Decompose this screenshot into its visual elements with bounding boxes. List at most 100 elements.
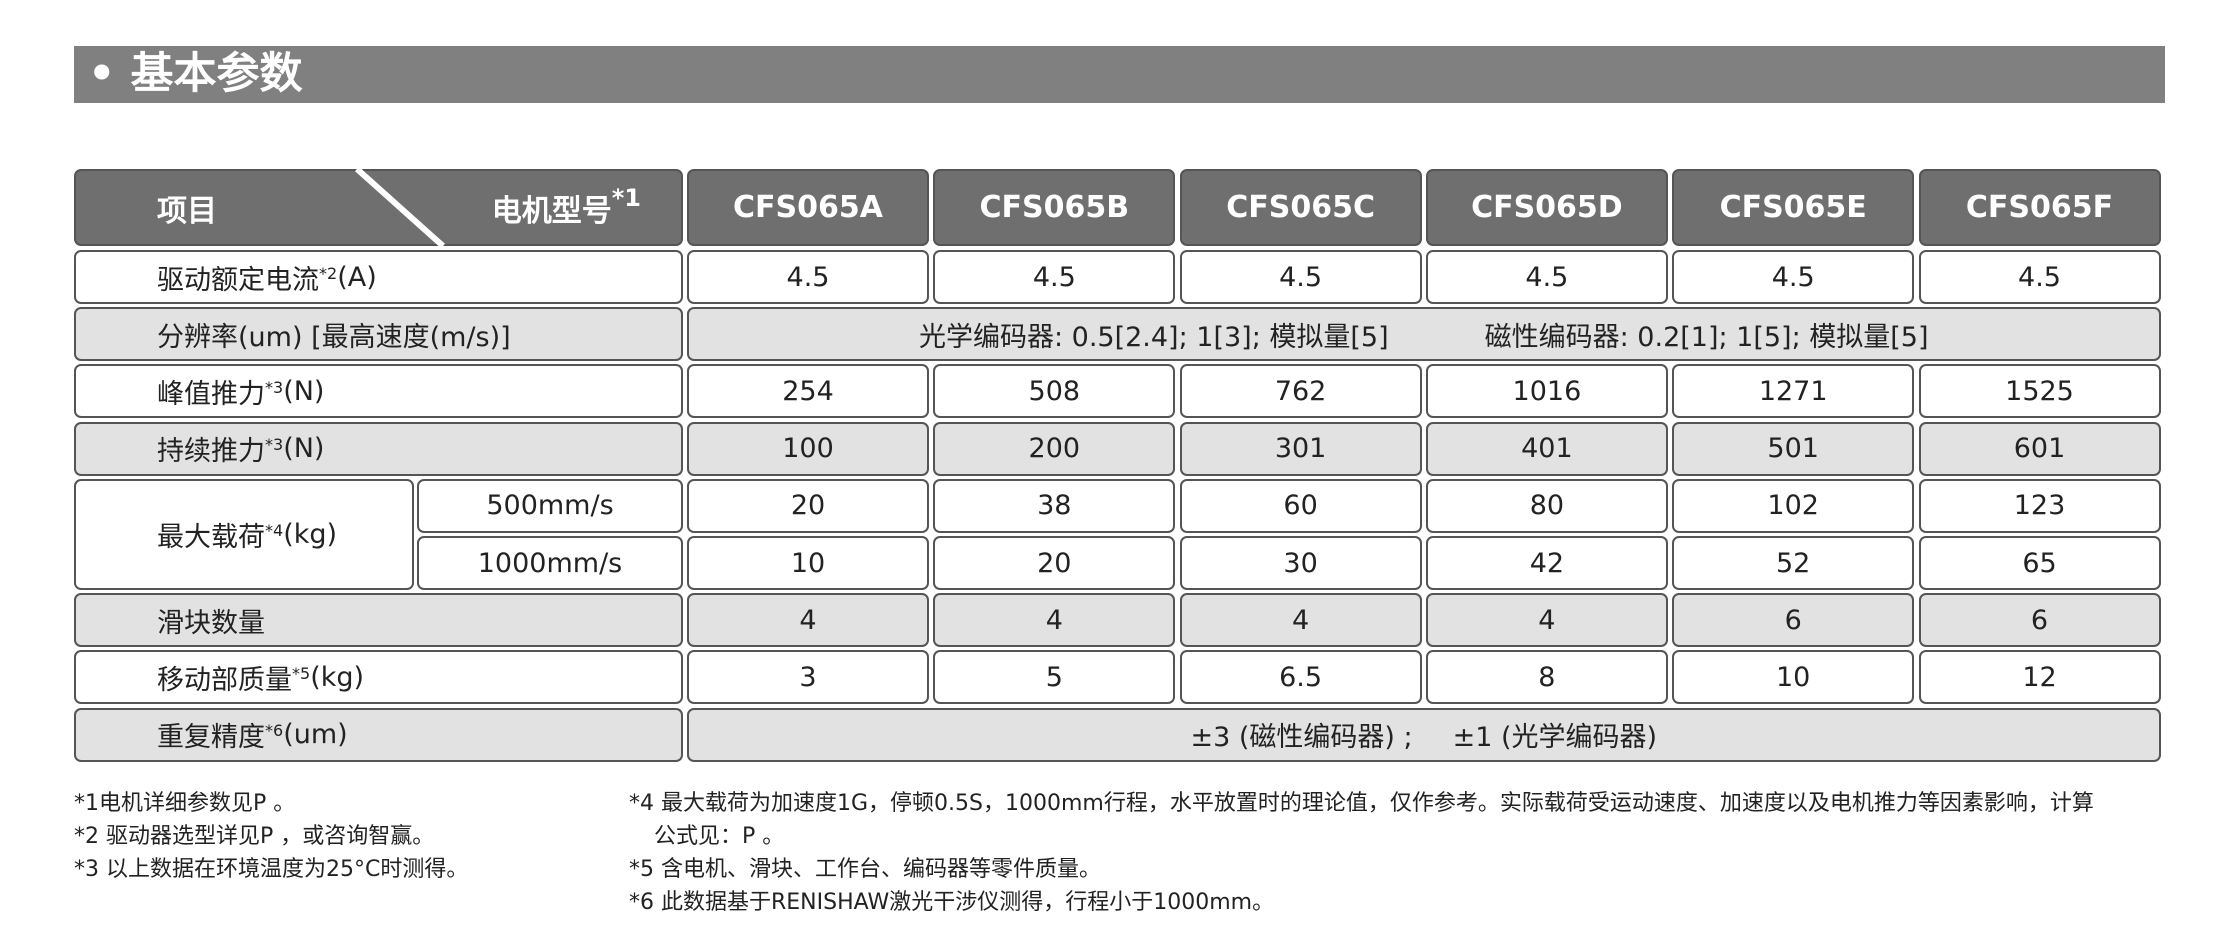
- label-unit: (N): [283, 375, 325, 407]
- value-cell: 1271: [1672, 364, 1915, 419]
- row-label: 峰值推力 *3 (N): [74, 364, 683, 419]
- value-cell: 38: [933, 478, 1176, 533]
- value-cell: 254: [687, 364, 929, 419]
- label-text: 最大载荷: [157, 521, 265, 553]
- row-label: 滑块数量: [74, 593, 683, 648]
- footnote: *3 以上数据在环境温度为25°C时测得。: [74, 857, 469, 882]
- value-cell: 102: [1672, 478, 1915, 533]
- label-unit: (A): [337, 261, 377, 293]
- value-cell: 12: [1918, 650, 2161, 705]
- value-cell: 6.5: [1179, 650, 1422, 705]
- value-cell: 4.5: [1425, 250, 1668, 304]
- value-cell: 52: [1672, 536, 1915, 590]
- row-label: 驱动额定电流 *2 (A): [74, 250, 683, 304]
- footnote: *2 驱动器选型详见P ，或咨询智赢。: [74, 824, 435, 849]
- span-text: 光学编码器: 0.5[2.4]; 1[3]; 模拟量[5]: [918, 321, 1389, 353]
- value-cell: 4.5: [687, 250, 929, 304]
- label-sup: *6: [265, 721, 284, 741]
- value-cell: 80: [1425, 478, 1668, 533]
- label-sup: *5: [292, 663, 311, 683]
- label-sup: *3: [265, 435, 284, 455]
- corner-left: 项目: [157, 193, 217, 229]
- value-cell: 762: [1179, 364, 1422, 419]
- label-unit: (um): [283, 719, 348, 751]
- corner-right: 电机型号*1: [491, 183, 641, 230]
- value-cell: 65: [1918, 536, 2161, 590]
- span-text: ±3 (磁性编码器) ;: [1190, 722, 1413, 754]
- label-text: 滑块数量: [157, 607, 265, 639]
- corner-right-sup: *1: [611, 183, 641, 212]
- value-cell: 8: [1425, 650, 1668, 705]
- value-cell: 4.5: [933, 250, 1176, 304]
- footnote: *6 此数据基于RENISHAW激光干涉仪测得，行程小于1000mm。: [629, 890, 1275, 915]
- label-text: 分辨率(um) [最高速度(m/s)]: [157, 321, 511, 353]
- label-sup: *2: [319, 263, 338, 283]
- model-header: CFS065D: [1425, 169, 1668, 246]
- value-cell: 6: [1672, 593, 1915, 648]
- corner-right-text: 电机型号: [491, 193, 612, 229]
- value-cell: 123: [1918, 478, 2161, 533]
- row-label: 分辨率(um) [最高速度(m/s)]: [74, 307, 683, 362]
- label-text: 峰值推力: [157, 378, 265, 410]
- label-sup: *4: [265, 520, 284, 540]
- row-label: 移动部质量 *5 (kg): [74, 650, 683, 705]
- value-cell: 20: [687, 478, 929, 533]
- value-cell: 3: [687, 650, 929, 705]
- label-unit: (kg): [283, 518, 338, 550]
- value-cell: 200: [933, 421, 1176, 476]
- value-cell: 30: [1179, 536, 1422, 590]
- footnote: *5 含电机、滑块、工作台、编码器等零件质量。: [629, 857, 1101, 882]
- model-header: CFS065B: [933, 169, 1176, 246]
- label-text: 重复精度: [157, 722, 265, 754]
- value-cell: 601: [1918, 421, 2161, 476]
- corner-header: 项目 电机型号*1: [74, 169, 683, 246]
- label-sup: *3: [265, 377, 284, 397]
- value-cell: 5: [933, 650, 1176, 705]
- model-header: CFS065E: [1672, 169, 1915, 246]
- model-header: CFS065A: [687, 169, 929, 246]
- sub-label: 1000mm/s: [417, 536, 683, 590]
- value-cell: 4: [933, 593, 1176, 648]
- value-cell: 42: [1425, 536, 1668, 590]
- label-unit: (N): [283, 433, 325, 465]
- value-cell: 4: [1179, 593, 1422, 648]
- value-cell: 6: [1918, 593, 2161, 648]
- value-cell: 501: [1672, 421, 1915, 476]
- row-label: 持续推力 *3 (N): [74, 421, 683, 476]
- value-cell: 10: [1672, 650, 1915, 705]
- span-text: 磁性编码器: 0.2[1]; 1[5]; 模拟量[5]: [1484, 321, 1929, 353]
- diagonal-line: [354, 169, 446, 246]
- sub-label: 500mm/s: [417, 478, 683, 533]
- model-header: CFS065C: [1179, 169, 1422, 246]
- span-cell: 光学编码器: 0.5[2.4]; 1[3]; 模拟量[5] 磁性编码器: 0.2[…: [687, 307, 2161, 362]
- label-text: 移动部质量: [157, 664, 292, 696]
- value-cell: 4: [687, 593, 929, 648]
- value-cell: 100: [687, 421, 929, 476]
- row-label: 最大载荷 *4 (kg): [74, 478, 414, 590]
- label-text: 持续推力: [157, 436, 265, 468]
- model-header: CFS065F: [1918, 169, 2161, 246]
- label-unit: (kg): [310, 661, 365, 693]
- label-text: 驱动额定电流: [157, 264, 319, 296]
- value-cell: 508: [933, 364, 1176, 419]
- value-cell: 10: [687, 536, 929, 590]
- row-label: 重复精度 *6 (um): [74, 707, 683, 762]
- footnote: *1电机详细参数见P 。: [74, 791, 296, 816]
- value-cell: 1016: [1425, 364, 1668, 419]
- span-cell: ±3 (磁性编码器) ; ±1 (光学编码器): [687, 707, 2161, 762]
- value-cell: 4: [1425, 593, 1668, 648]
- value-cell: 4.5: [1179, 250, 1422, 304]
- footnote: 公式见：P 。: [654, 824, 785, 849]
- value-cell: 20: [933, 536, 1176, 590]
- section-title: 基本参数: [130, 49, 303, 99]
- section-header: • 基本参数: [74, 46, 2165, 103]
- value-cell: 401: [1425, 421, 1668, 476]
- footnote: *4 最大载荷为加速度1G，停顿0.5S，1000mm行程，水平放置时的理论值，…: [629, 791, 2094, 816]
- value-cell: 301: [1179, 421, 1422, 476]
- value-cell: 4.5: [1672, 250, 1915, 304]
- value-cell: 1525: [1918, 364, 2161, 419]
- value-cell: 60: [1179, 478, 1422, 533]
- span-text: ±1 (光学编码器): [1452, 722, 1658, 754]
- corner-diagonal: [354, 169, 446, 246]
